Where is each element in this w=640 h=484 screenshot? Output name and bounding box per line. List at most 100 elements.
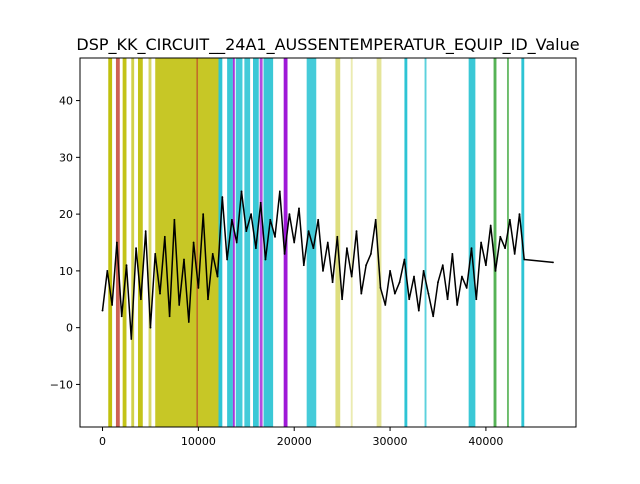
highlight-band-2	[122, 58, 127, 427]
highlight-band-0	[108, 58, 113, 427]
data-point	[101, 309, 104, 312]
data-point	[437, 281, 439, 284]
data-point	[125, 264, 128, 267]
highlight-band-21	[404, 58, 408, 427]
data-point	[106, 269, 109, 272]
data-point	[207, 298, 209, 301]
data-point	[341, 298, 344, 301]
y-tick-label: 20	[59, 208, 73, 221]
data-point	[465, 287, 468, 289]
data-point	[302, 264, 305, 267]
data-point	[149, 326, 152, 329]
data-point	[245, 230, 248, 233]
y-tick-label: 10	[59, 265, 73, 278]
data-point	[197, 287, 200, 289]
data-point	[144, 230, 147, 233]
highlight-band-8	[218, 58, 223, 427]
y-axis: −10 0 10 20 30 40	[50, 95, 80, 391]
x-tick-label: 30000	[373, 435, 408, 448]
highlight-band-9	[227, 58, 233, 427]
data-point	[250, 213, 252, 216]
data-point	[379, 287, 382, 289]
data-point	[461, 275, 463, 278]
data-point	[221, 196, 224, 198]
highlight-band-10	[232, 58, 235, 427]
data-point	[326, 241, 329, 244]
data-point	[427, 292, 430, 295]
data-point	[111, 304, 114, 306]
data-point	[187, 321, 190, 323]
y-tick-label: 30	[59, 151, 73, 164]
data-point	[317, 218, 320, 221]
data-point	[202, 213, 205, 216]
data-point	[116, 241, 118, 244]
data-point	[322, 269, 324, 272]
data-point	[504, 247, 506, 250]
data-point	[365, 264, 367, 267]
highlight-band-15	[263, 58, 274, 427]
data-point	[360, 292, 363, 295]
data-point	[552, 261, 554, 264]
data-point	[456, 304, 459, 306]
highlight-band-22	[424, 58, 427, 427]
data-point	[178, 304, 181, 306]
data-point	[350, 275, 353, 278]
data-point	[159, 292, 161, 295]
data-point	[398, 281, 401, 284]
data-point	[523, 258, 526, 261]
data-point	[269, 218, 272, 221]
data-point	[480, 241, 483, 244]
data-point	[278, 190, 281, 193]
highlight-band-12	[244, 58, 251, 427]
highlight-band-11	[235, 58, 243, 427]
data-point	[173, 218, 176, 221]
data-point	[336, 235, 339, 238]
data-point	[499, 235, 502, 238]
data-point	[417, 309, 420, 312]
data-point	[513, 252, 516, 255]
data-point	[240, 190, 243, 193]
data-point	[312, 247, 315, 250]
data-point	[211, 252, 214, 255]
data-point	[163, 235, 166, 238]
data-point	[346, 247, 348, 250]
data-point	[485, 264, 487, 267]
data-point	[130, 338, 133, 340]
data-point	[413, 275, 415, 278]
series-layer	[101, 190, 554, 340]
data-point	[408, 298, 411, 301]
data-point	[288, 213, 291, 216]
chart-title: DSP_KK_CIRCUIT__24A1_AUSSENTEMPERATUR_EQ…	[76, 35, 579, 55]
data-point	[518, 213, 521, 216]
data-point	[298, 207, 300, 210]
highlight-band-23	[468, 58, 476, 427]
data-point	[254, 247, 257, 250]
data-point	[154, 252, 157, 255]
data-point	[120, 315, 123, 318]
highlight-band-1	[115, 58, 120, 427]
data-point	[274, 235, 276, 238]
data-point	[475, 298, 478, 301]
data-point	[422, 269, 425, 272]
data-point	[135, 247, 137, 250]
data-point	[470, 247, 473, 250]
data-point	[384, 304, 387, 306]
data-point	[264, 258, 267, 261]
data-point	[374, 218, 377, 221]
data-point	[231, 218, 233, 221]
highlight-band-7	[196, 58, 198, 427]
data-point	[489, 224, 492, 227]
data-point	[393, 292, 396, 295]
x-tick-label: 10000	[181, 435, 216, 448]
highlight-band-24	[493, 58, 497, 427]
data-point	[139, 298, 142, 301]
highlight-band-20	[376, 58, 382, 427]
highlight-band-5	[148, 58, 152, 427]
x-tick-label: 40000	[468, 435, 503, 448]
y-tick-label: 0	[66, 322, 73, 335]
data-point	[389, 269, 391, 272]
data-point	[441, 264, 444, 267]
data-point	[451, 252, 454, 255]
x-tick-label: 20000	[277, 435, 312, 448]
